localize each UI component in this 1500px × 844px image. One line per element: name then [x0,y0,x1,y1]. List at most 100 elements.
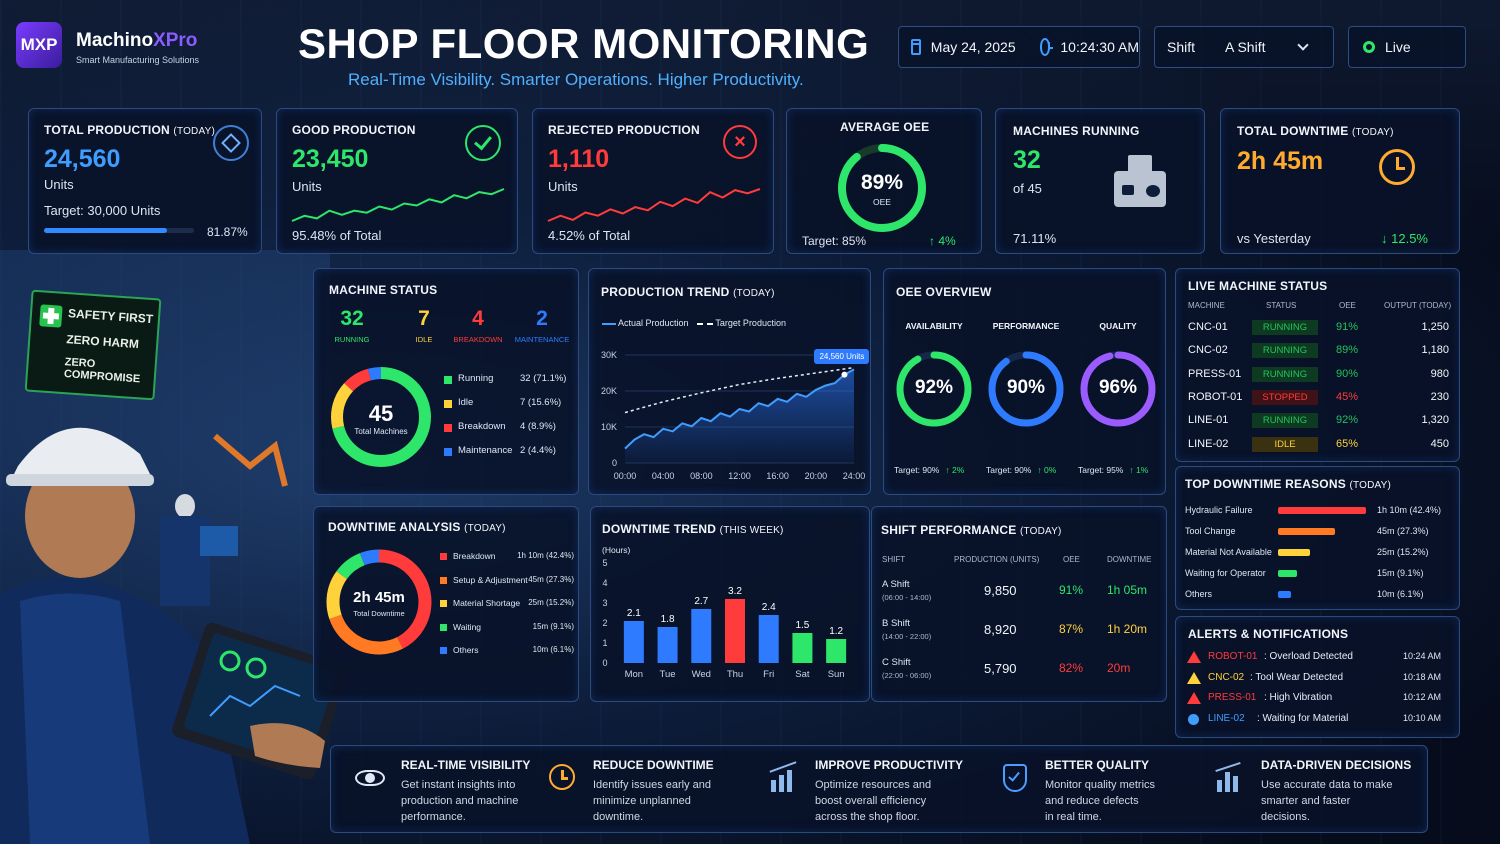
legend-value: 7 (15.6%) [520,397,562,408]
legend-value: 15m (9.1%) [532,621,574,631]
x-tick-label: 24:00 [843,471,866,481]
live-indicator[interactable]: Live [1348,26,1466,68]
alert-time: 10:18 AM [1402,671,1441,682]
x-tick-label: 08:00 [690,471,713,481]
kpi-downtime-delta: ↓ 12.5% [1381,231,1428,246]
datetime-display: May 24, 2025 10:24:30 AM [898,26,1140,68]
kpi-total-progress-track [44,228,194,233]
legend-value: 4 (8.9%) [520,421,556,432]
table-row[interactable]: ROBOT-01 STOPPED 45% 230 [1176,387,1461,409]
feature-description-line: in real time. [1045,811,1102,823]
table-row[interactable]: A Shift (06:00 - 14:00) 9,850 91% 1h 05m [872,577,1168,613]
reason-bar [1278,549,1310,556]
table-row[interactable]: LINE-02 IDLE 65% 450 [1176,434,1461,456]
x-tick-label: 12:00 [728,471,751,481]
oee-target-delta: ↑ 0% [1037,465,1056,475]
feature-description-line: Optimize resources and [815,779,932,791]
kpi-rejected-production: REJECTED PRODUCTION 1,110 Units 4.52% of… [532,108,774,254]
shift-selector[interactable]: Shift A Shift [1154,26,1334,68]
bar [691,609,712,663]
alert-row[interactable]: ROBOT-01: Overload Detected 10:24 AM [1176,649,1461,669]
live-machine-status-panel: LIVE MACHINE STATUS MACHINE STATUS OEE O… [1175,268,1460,462]
machine-oee: 90% [1336,367,1359,380]
machine-output: 450 [1430,437,1449,450]
alert-row[interactable]: PRESS-01: High Vibration 10:12 AM [1176,690,1461,710]
reason-row: Waiting for Operator 15m (9.1%) [1176,566,1461,586]
table-row[interactable]: B Shift (14:00 - 22:00) 8,920 87% 1h 20m [872,616,1168,652]
kpi-machines-value: 32 [1013,146,1041,174]
reason-bar [1278,591,1291,598]
oee-delta-value: 2% [952,465,965,475]
arrow-down-icon: ↓ [1381,231,1388,246]
page-subtitle: Real-Time Visibility. Smarter Operations… [348,70,804,89]
machine-name: LINE-01 [1188,414,1229,427]
feature-description-line: production and machine [401,795,519,807]
machine-status-donut [331,367,431,467]
legend-label: Waiting [453,621,482,632]
alerts-panel: ALERTS & NOTIFICATIONS ROBOT-01: Overloa… [1175,616,1460,738]
eye-icon [353,764,387,792]
reason-label: Tool Change [1185,526,1236,536]
legend-label: Others [453,645,479,655]
alerts-title: ALERTS & NOTIFICATIONS [1188,627,1349,641]
legend-value: 1h 10m (42.4%) [517,551,574,560]
machine-name: PRESS-01 [1188,367,1242,380]
status-count-label: MAINTENANCE [514,335,570,344]
alert-row[interactable]: LINE-02: Waiting for Material 10:10 AM [1176,711,1461,731]
status-legend-item: Idle 7 (15.6%) [444,397,572,421]
legend-label: Breakdown [458,421,506,432]
feature-title: REDUCE DOWNTIME [593,758,714,772]
legend-label: Material Shortage [453,598,521,608]
table-row[interactable]: CNC-01 RUNNING 91% 1,250 [1176,317,1461,339]
table-row[interactable]: PRESS-01 RUNNING 90% 980 [1176,364,1461,386]
oee-gauge-value: 90% [1006,377,1046,398]
kpi-oee-delta: ↑ 4% [929,234,956,248]
alert-row[interactable]: CNC-02: Tool Wear Detected 10:18 AM [1176,670,1461,690]
alert-machine: LINE-02 [1208,712,1245,724]
kpi-total-target: Target: 30,000 Units [44,203,161,218]
oee-gauge-ring [1080,351,1156,427]
machine-output: 1,250 [1421,321,1449,333]
shift-oee: 82% [1059,661,1084,675]
downtime-analysis-title: DOWNTIME ANALYSIS (TODAY) [328,520,506,534]
shift-hours: (06:00 - 14:00) [882,593,932,602]
time-text: 10:24:30 AM [1060,39,1139,55]
info-circle-icon [1188,713,1199,725]
oee-target-text: Target: 90% [894,465,940,475]
oee-target-delta: ↑ 1% [1129,465,1148,475]
table-row[interactable]: C Shift (22:00 - 06:00) 5,790 82% 20m [872,655,1168,691]
reason-label: Waiting for Operator [1185,568,1266,578]
legend-swatch [440,623,447,631]
clock-icon [1379,149,1415,185]
kpi-rejected-title: REJECTED PRODUCTION [548,123,700,137]
warning-triangle-icon [1187,692,1201,704]
downtime-legend-item: Material Shortage 25m (15.2%) [440,598,576,622]
col-shift-oee: OEE [1063,555,1080,564]
table-row[interactable]: CNC-02 RUNNING 89% 1,180 [1176,340,1461,362]
features-bar: REAL-TIME VISIBILITY Get instant insights… [330,745,1428,833]
alert-machine: CNC-02 [1208,671,1245,683]
bar-value-label: 2.1 [627,608,641,619]
status-count-value: 4 [472,307,484,330]
kpi-downtime-value: 2h 45m [1237,147,1324,175]
downtime-legend-item: Breakdown 1h 10m (42.4%) [440,551,576,575]
legend-actual-label: Actual Production [618,318,689,328]
legend-value: 10m (6.1%) [532,645,574,654]
downtime-analysis-donut [326,549,432,655]
downtime-analysis-center-value: 2h 45m [353,589,405,606]
brand-name-part2: XPro [153,30,198,51]
table-row[interactable]: LINE-01 RUNNING 92% 1,320 [1176,410,1461,432]
status-legend-item: Breakdown 4 (8.9%) [444,421,572,445]
production-trend-title: PRODUCTION TREND (TODAY) [601,285,775,299]
oee-target-text: Target: 90% [986,465,1032,475]
kpi-total-pct: 81.87% [207,225,248,239]
reason-row: Material Not Available 25m (15.2%) [1176,545,1461,565]
legend-swatch [440,576,447,584]
legend-label: Maintenance [458,445,513,456]
production-callout: 24,560 Units [814,348,870,364]
legend-value: 32 (71.1%) [520,373,567,384]
shift-production: 5,790 [984,661,1017,676]
y-tick-label: 3 [602,598,607,608]
bar-value-label: 2.4 [762,602,776,613]
safety-line-2: ZERO HARM [65,332,140,352]
